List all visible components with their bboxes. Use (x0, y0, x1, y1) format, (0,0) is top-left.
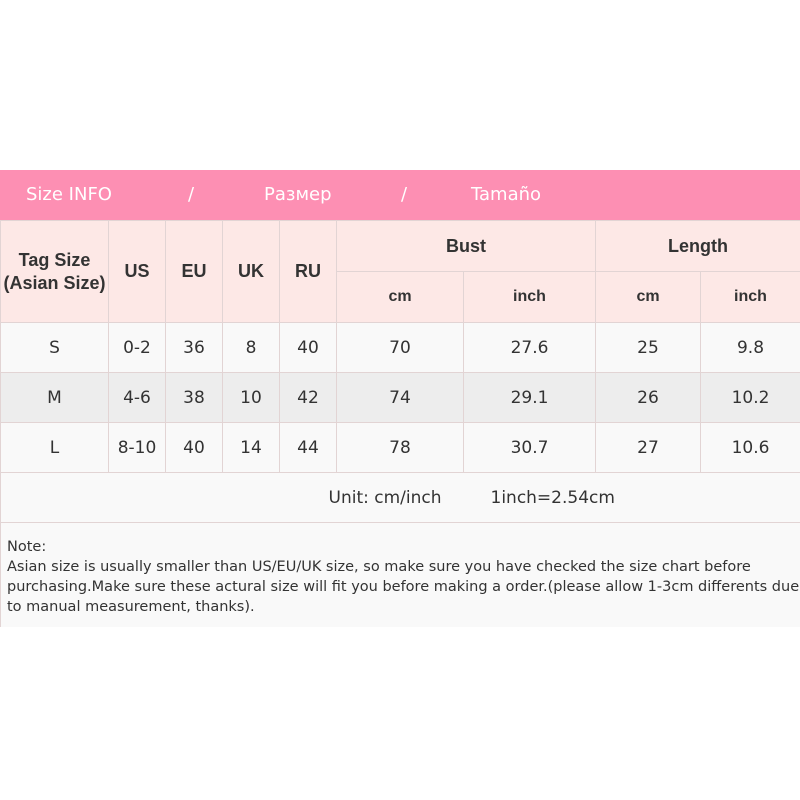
cell-tag: M (0, 372, 109, 423)
cell-length-cm: 26 (595, 372, 701, 423)
cell-length-inch: 10.6 (700, 422, 800, 473)
table-row: S 0-2 36 8 40 70 27.6 25 9.8 (0, 322, 800, 373)
header-eu: EU (165, 220, 223, 323)
cell-length-inch: 10.2 (700, 372, 800, 423)
cell-eu: 38 (165, 372, 223, 423)
header-bust-inch: inch (463, 271, 596, 323)
cell-bust-cm: 74 (336, 372, 464, 423)
unit-row: Unit: cm/inch 1inch=2.54cm (0, 472, 800, 523)
cell-ru: 44 (279, 422, 337, 473)
cell-bust-inch: 27.6 (463, 322, 596, 373)
header-length-cm: cm (595, 271, 701, 323)
table-row: M 4-6 38 10 42 74 29.1 26 10.2 (0, 372, 800, 423)
cell-ru: 42 (279, 372, 337, 423)
cell-ru: 40 (279, 322, 337, 373)
cell-bust-cm: 70 (336, 322, 464, 373)
banner-title-ru: Размер (264, 184, 332, 205)
cell-us: 0-2 (108, 322, 166, 373)
size-table: Tag Size (Asian Size) US EU UK RU Bust L… (0, 220, 800, 523)
note-text: Asian size is usually smaller than US/EU… (7, 559, 800, 615)
cell-bust-inch: 29.1 (463, 372, 596, 423)
cell-uk: 10 (222, 372, 280, 423)
table-row: L 8-10 40 14 44 78 30.7 27 10.6 (0, 422, 800, 473)
cell-length-inch: 9.8 (700, 322, 800, 373)
unit-conversion: 1inch=2.54cm (463, 472, 800, 523)
header-uk: UK (222, 220, 280, 323)
cell-us: 4-6 (108, 372, 166, 423)
cell-eu: 36 (165, 322, 223, 373)
header-tag-size: Tag Size (Asian Size) (0, 220, 109, 323)
cell-us: 8-10 (108, 422, 166, 473)
note-title: Note: (7, 539, 47, 555)
header-length: Length (595, 220, 800, 272)
cell-uk: 14 (222, 422, 280, 473)
header-length-inch: inch (700, 271, 800, 323)
unit-label: Unit: cm/inch (0, 472, 464, 523)
note-section: Note: Asian size is usually smaller than… (0, 523, 800, 627)
header-bust-cm: cm (336, 271, 464, 323)
banner-separator: / (401, 184, 408, 205)
cell-length-cm: 25 (595, 322, 701, 373)
header-ru: RU (279, 220, 337, 323)
header-us: US (108, 220, 166, 323)
header-bust: Bust (336, 220, 596, 272)
cell-eu: 40 (165, 422, 223, 473)
size-info-banner: Size INFO / Размер / Tamaño (0, 170, 800, 220)
cell-bust-cm: 78 (336, 422, 464, 473)
cell-length-cm: 27 (595, 422, 701, 473)
cell-tag: L (0, 422, 109, 473)
banner-title-en: Size INFO (26, 184, 112, 205)
banner-separator: / (188, 184, 195, 205)
cell-tag: S (0, 322, 109, 373)
cell-uk: 8 (222, 322, 280, 373)
cell-bust-inch: 30.7 (463, 422, 596, 473)
size-chart: Size INFO / Размер / Tamaño Tag Size (As… (0, 170, 800, 627)
banner-title-es: Tamaño (471, 184, 542, 205)
